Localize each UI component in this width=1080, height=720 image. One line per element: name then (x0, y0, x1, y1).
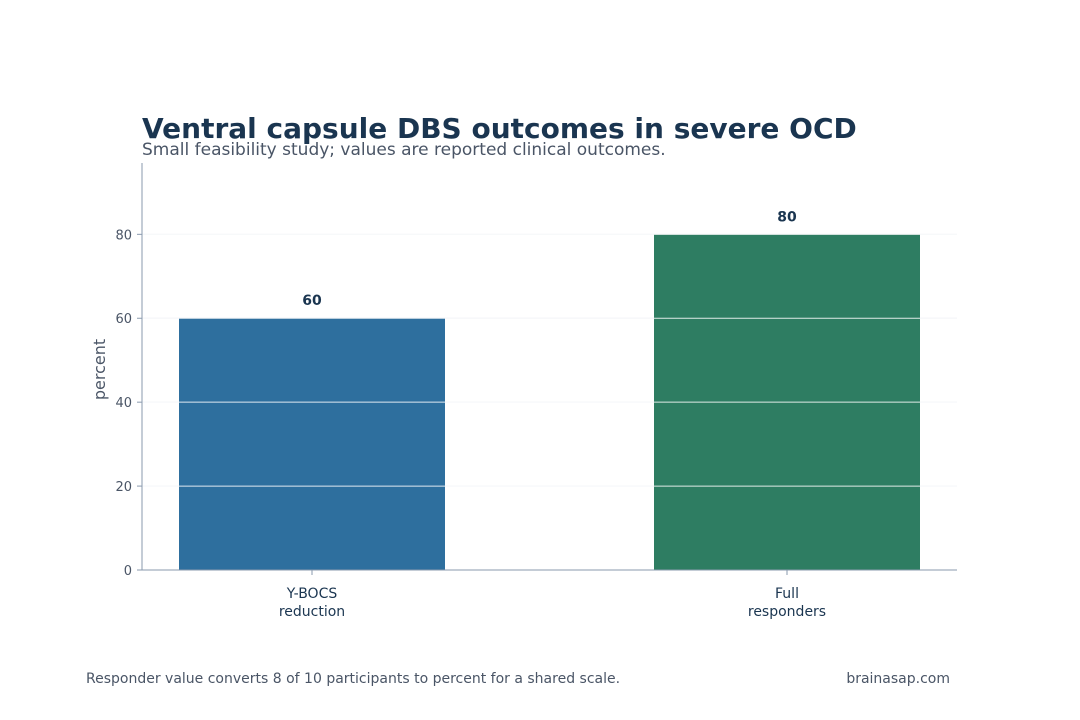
x-tick-label-line: Full (775, 586, 799, 602)
x-tick-label: Full responders (748, 586, 826, 620)
labels: 0 20 40 60 80 60 Y-BOCS reduction 80 Full responde… (90, 209, 826, 620)
y-tick-label: 60 (115, 312, 132, 327)
chart-title: Ventral capsule DBS outcomes in severe O… (142, 112, 857, 145)
footnote: Responder value converts 8 of 10 partici… (86, 671, 621, 687)
y-tick-label: 20 (115, 480, 132, 495)
chart-subtitle: Small feasibility study; values are repo… (142, 140, 666, 160)
x-tick-label-line: Y-BOCS (286, 586, 338, 602)
x-tick-label: Y-BOCS reduction (279, 586, 345, 620)
x-tick-label-line: reduction (279, 604, 345, 620)
bar-overlay-gridlines (142, 233, 957, 487)
data-label: 80 (777, 209, 797, 225)
x-tick-label-line: responders (748, 604, 826, 620)
y-tick-label: 0 (124, 564, 132, 579)
y-tick-label: 80 (115, 228, 132, 243)
axes (137, 163, 957, 575)
source-credit: brainasap.com (846, 671, 950, 687)
y-tick-label: 40 (115, 396, 132, 411)
bar (179, 318, 445, 570)
data-label: 60 (302, 293, 322, 309)
y-axis-label: percent (90, 339, 109, 400)
